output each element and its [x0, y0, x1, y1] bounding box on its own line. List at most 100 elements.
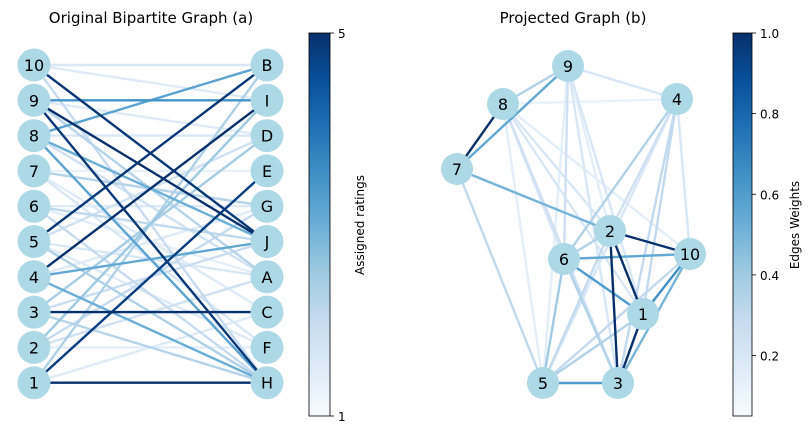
user-node-4-circle: [17, 260, 51, 294]
ratings-colorbar-label: Assigned ratings: [353, 175, 367, 275]
user-node-9: 9: [17, 83, 51, 117]
projected-node-1: 1: [627, 298, 659, 330]
edge-10-I: [32, 63, 269, 102]
user-node-2-label: 2: [29, 338, 39, 357]
projected-nodes: 9 4 8 7 2 10 6 1 5 3: [441, 50, 706, 399]
edge-2-5: [541, 229, 612, 385]
projected-node-7: 7: [441, 153, 473, 185]
projected-node-2-circle: [594, 215, 626, 247]
user-node-6: 6: [17, 189, 51, 223]
user-node-1: 1: [17, 366, 51, 400]
weights-colorbar-tick-label: 0.2: [760, 350, 779, 364]
ratings-colorbar-tick-label: 1: [338, 410, 346, 424]
bipartite-edges: [32, 63, 269, 384]
item-node-A: A: [250, 260, 284, 294]
item-node-I: I: [250, 83, 284, 117]
item-node-J-label: J: [264, 233, 270, 252]
edge-9-5: [541, 64, 570, 385]
item-node-C: C: [250, 295, 284, 329]
user-node-5-circle: [17, 225, 51, 258]
item-node-E-circle: [250, 154, 284, 188]
edge-9-D: [32, 99, 269, 137]
item-node-F-circle: [250, 330, 284, 364]
item-node-E-label: E: [262, 162, 272, 181]
user-node-8: 8: [17, 119, 51, 153]
user-node-9-circle: [17, 83, 51, 117]
item-node-B-label: B: [262, 56, 273, 75]
projected-node-8: 8: [487, 88, 519, 120]
weights-colorbar: 0.2 0.4 0.6 0.8 1.0 Edges Weights: [732, 27, 802, 417]
user-node-6-label: 6: [29, 197, 39, 216]
edge-4-H: [32, 275, 269, 384]
item-node-B: B: [250, 48, 284, 82]
item-node-G-circle: [250, 189, 284, 223]
user-node-10-circle: [17, 48, 51, 82]
projected-node-7-circle: [441, 153, 473, 185]
item-node-D: D: [250, 119, 284, 153]
projected-node-3: 3: [602, 367, 634, 399]
weights-colorbar-tick-label: 0.6: [760, 188, 779, 202]
user-node-9-label: 9: [29, 91, 39, 110]
projected-node-10-label: 10: [680, 245, 700, 264]
ratings-colorbar: 5 1 Assigned ratings: [308, 27, 367, 424]
user-node-4: 4: [17, 260, 51, 294]
item-node-E: E: [250, 154, 284, 188]
item-node-C-circle: [250, 295, 284, 329]
weights-colorbar-label: Edges Weights: [788, 181, 802, 269]
user-node-7-circle: [17, 154, 51, 188]
edge-8-4: [501, 97, 679, 106]
user-node-4-label: 4: [29, 268, 39, 287]
edge-6-H: [32, 204, 269, 384]
edge-3-H: [32, 310, 269, 384]
edge-1-E: [32, 169, 269, 384]
projected-node-1-circle: [627, 298, 659, 330]
bipartite-graph-panel: Original Bipartite Graph (a) 1 2 3 4 5 6 7 8 9 10…: [17, 9, 284, 400]
edge-7-5: [455, 167, 545, 385]
edge-8-H: [32, 134, 269, 384]
user-node-5: 5: [17, 225, 51, 258]
user-node-5-label: 5: [29, 233, 39, 252]
user-node-1-circle: [17, 366, 51, 400]
item-node-I-label: I: [265, 91, 270, 110]
item-node-D-circle: [250, 119, 284, 153]
edge-4-6: [562, 97, 679, 261]
edge-5-B: [32, 63, 269, 243]
user-node-2: 2: [17, 330, 51, 364]
user-node-8-label: 8: [29, 127, 39, 146]
user-node-1-label: 1: [29, 374, 39, 393]
projected-node-2: 2: [594, 215, 626, 247]
edge-10-5: [541, 252, 692, 385]
ratings-colorbar-gradient: [308, 32, 331, 417]
projected-graph-title: Projected Graph (b): [500, 9, 647, 27]
item-node-J-circle: [250, 225, 284, 258]
projected-node-5: 5: [527, 367, 559, 399]
user-node-3-circle: [17, 295, 51, 329]
edge-6-1: [562, 257, 645, 316]
item-node-H-circle: [250, 366, 284, 400]
projected-node-10: 10: [674, 238, 706, 270]
edge-8-5: [501, 102, 545, 385]
projected-node-1-label: 1: [638, 305, 648, 324]
item-node-G-label: G: [261, 197, 273, 216]
edge-8-1: [501, 102, 645, 316]
ratings-colorbar-tick-label: 5: [338, 27, 346, 41]
item-node-D-label: D: [261, 127, 273, 146]
edge-9-H: [32, 99, 269, 384]
edge-4-I: [32, 99, 269, 278]
edge-2-3: [608, 229, 620, 385]
edge-4-2: [608, 97, 679, 233]
projected-node-6: 6: [548, 243, 580, 275]
projected-node-4-circle: [661, 83, 693, 115]
projected-node-8-label: 8: [498, 95, 508, 114]
projected-node-3-circle: [602, 367, 634, 399]
projected-node-6-label: 6: [559, 250, 569, 269]
weights-colorbar-tick-label: 0.8: [760, 108, 779, 122]
user-node-10-label: 10: [24, 56, 44, 75]
weights-colorbar-gradient: [732, 32, 753, 417]
weights-colorbar-tick-label: 1.0: [760, 27, 779, 41]
item-node-C-label: C: [261, 303, 272, 322]
item-node-B-circle: [250, 48, 284, 82]
edge-9-4: [566, 64, 679, 101]
